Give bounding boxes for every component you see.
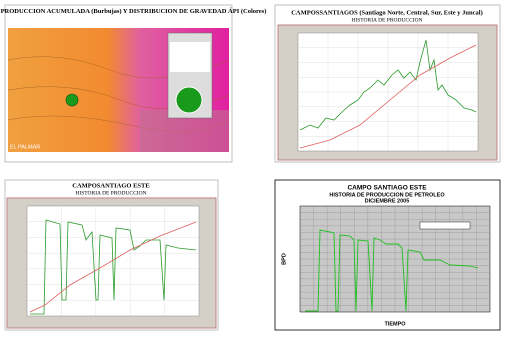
x-axis-label: TIEMPO [384,321,406,327]
panel-oil-history: CAMPO SANTIAGO ESTE HISTORIA DE PRODUCCI… [275,180,500,330]
map-label: EL PALMAR [10,144,40,150]
bubble [66,94,78,106]
slide: MAPA DE PRODUCCION ACUMULADA (Burbujas) … [0,0,509,337]
panel-history-all: CAMPOSSANTIAGOS (Santiago Norte, Central… [275,5,500,162]
panel-title: MAPA DE PRODUCCION ACUMULADA (Burbujas) … [0,7,266,15]
panel-map: MAPA DE PRODUCCION ACUMULADA (Burbujas) … [0,5,266,162]
legend-box [420,222,470,229]
panel-title: CAMPO SANTIAGO ESTE [347,185,427,192]
legend-bubble [176,87,202,113]
panel-date: DICIEMBRE 2005 [365,198,410,204]
panel-history-este: CAMPOSANTIAGO ESTE HISTORIA DE PRODUCCIO… [5,180,218,330]
y-axis-label: BPD [281,253,287,265]
panel-title: CAMPOSANTIAGO ESTE [72,182,149,189]
page: MAPA DE PRODUCCION ACUMULADA (Burbujas) … [0,0,509,337]
panel-subtitle: HISTORIA DE PRODUCCION [75,190,146,196]
legend-box [170,42,210,72]
panel-subtitle: HISTORIA DE PRODUCCION [351,17,422,23]
title-text: MAPA DE PRODUCCION ACUMULADA (Burbujas) … [0,7,266,15]
panel-title: CAMPOSSANTIAGOS (Santiago Norte, Central… [291,9,483,16]
